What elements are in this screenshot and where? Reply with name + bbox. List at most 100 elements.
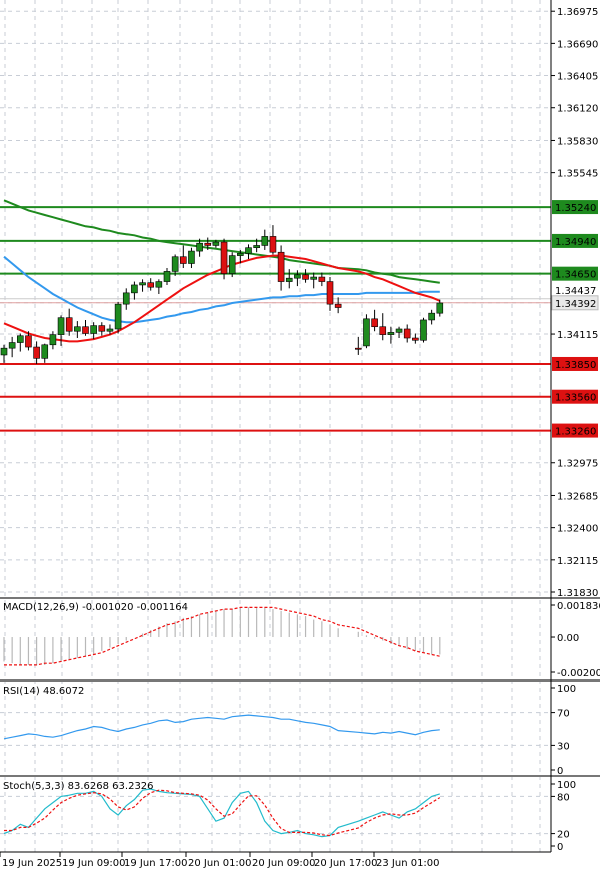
candle-body	[220, 241, 228, 274]
level-label: 1.33560	[555, 393, 596, 404]
candle-body	[403, 328, 411, 339]
x-tick-label: 23 Jun 01:00	[376, 858, 440, 869]
candle-body	[33, 346, 40, 359]
ma-slow-line	[3, 199, 440, 284]
candle-body	[82, 326, 89, 334]
level-label: 1.34940	[555, 237, 596, 248]
candle-body	[163, 271, 171, 282]
x-tick-label: 19 Jun 09:00	[62, 858, 126, 869]
candle-body	[326, 281, 334, 305]
stoch-title: Stoch(5,3,3) 83.6268 63.2326	[3, 781, 154, 792]
x-tick-label: 20 Jun 01:00	[188, 858, 252, 869]
support-resistance-levels: 1.35240 1.34940 1.34650 1.33850 1.33560 1.332…	[0, 200, 599, 438]
candle-body	[90, 325, 97, 334]
candle-body	[428, 312, 435, 321]
level-badge	[552, 266, 598, 281]
candle-body	[420, 319, 427, 341]
candle-body	[65, 317, 73, 332]
y-tick-label: 1.36405	[557, 72, 598, 83]
rsi-line	[3, 714, 440, 740]
candle-body	[57, 317, 65, 335]
stoch-k-line	[3, 788, 440, 838]
candle-body	[122, 292, 130, 305]
y-tick-label: 1.31830	[557, 588, 598, 599]
candle-body	[436, 302, 444, 314]
current-price-label: 1.34392	[555, 299, 596, 310]
level-badge	[552, 356, 598, 371]
candle-body	[379, 326, 387, 335]
candle-body	[387, 332, 395, 335]
candle-body	[147, 282, 154, 288]
macd-panel	[3, 606, 441, 666]
rsi-title: RSI(14) 48.6072	[3, 686, 84, 697]
candle-body	[106, 328, 114, 332]
y-tick-label: 1.36120	[557, 104, 598, 115]
x-tick-label: 19 Jun 2025	[2, 858, 62, 869]
candle-body	[354, 347, 362, 350]
candle-body	[196, 242, 203, 252]
candle-body	[171, 256, 179, 272]
candle-body	[114, 303, 122, 330]
candle-body	[412, 337, 419, 341]
y-tick-label: 1.32400	[557, 524, 598, 535]
candles	[0, 225, 444, 364]
candle-body	[237, 253, 244, 256]
rsi-y-tick-label: 30	[557, 741, 570, 752]
candle-body	[294, 274, 301, 279]
macd-y-tick-label: -0.002006	[557, 668, 600, 679]
candle-body	[261, 236, 269, 246]
candle-body	[212, 241, 220, 246]
rsi-y-tick-label: 70	[557, 709, 570, 720]
candle-body	[25, 335, 32, 348]
level-badge	[552, 233, 598, 248]
stoch-d-line	[4, 789, 441, 837]
candle-body	[155, 281, 163, 288]
secondary-price-label: 1.34437	[555, 286, 596, 297]
candle-body	[285, 277, 293, 282]
macd-title: MACD(12,26,9) -0.001020 -0.001164	[3, 602, 188, 613]
candle-body	[371, 318, 378, 328]
stoch-y-tick-label: 100	[557, 780, 576, 791]
candle-body	[139, 282, 146, 286]
candle-body	[131, 284, 138, 294]
level-label: 1.33850	[555, 360, 596, 371]
rsi-y-tick-label: 0	[557, 766, 563, 777]
panel-separator	[0, 597, 600, 599]
candle-body	[74, 326, 81, 332]
moving-averages	[3, 199, 441, 343]
ma-fast-line	[3, 254, 441, 343]
candle-body	[228, 255, 236, 274]
candle-body	[363, 318, 370, 347]
candle-body	[188, 250, 195, 264]
stoch-panel	[3, 788, 441, 838]
macd-y-tick-label: 0.00	[557, 633, 579, 644]
y-tick-label: 1.36975	[557, 7, 598, 18]
level-badge	[552, 200, 598, 215]
panel-separator	[0, 775, 600, 777]
candle-body	[245, 247, 252, 254]
y-tick-label: 1.36690	[557, 39, 598, 50]
rsi-panel	[3, 714, 440, 740]
current-price-badge	[551, 295, 599, 311]
candle-body	[334, 303, 342, 308]
x-tick-label: 19 Jun 17:00	[124, 858, 188, 869]
y-tick-label: 1.32685	[557, 491, 598, 502]
y-tick-label: 1.35830	[557, 136, 598, 147]
y-tick-label: 1.35545	[557, 169, 598, 180]
candle-body	[269, 236, 277, 253]
y-tick-label: 1.32115	[557, 556, 598, 567]
candle-body	[0, 347, 8, 356]
rsi-y-tick-label: 100	[557, 684, 576, 695]
stoch-y-tick-label: 80	[557, 792, 570, 803]
x-tick-label: 20 Jun 09:00	[252, 858, 316, 869]
candle-body	[8, 342, 16, 349]
stoch-y-tick-label: 0	[557, 842, 563, 853]
ma-mid-line	[3, 255, 440, 324]
panel-separator	[0, 679, 600, 682]
candle-body	[49, 334, 57, 346]
y-tick-label: 1.32975	[557, 459, 598, 470]
level-label: 1.34650	[555, 270, 596, 281]
candle-body	[98, 325, 106, 332]
level-badge	[552, 423, 598, 438]
candle-body	[395, 328, 403, 333]
